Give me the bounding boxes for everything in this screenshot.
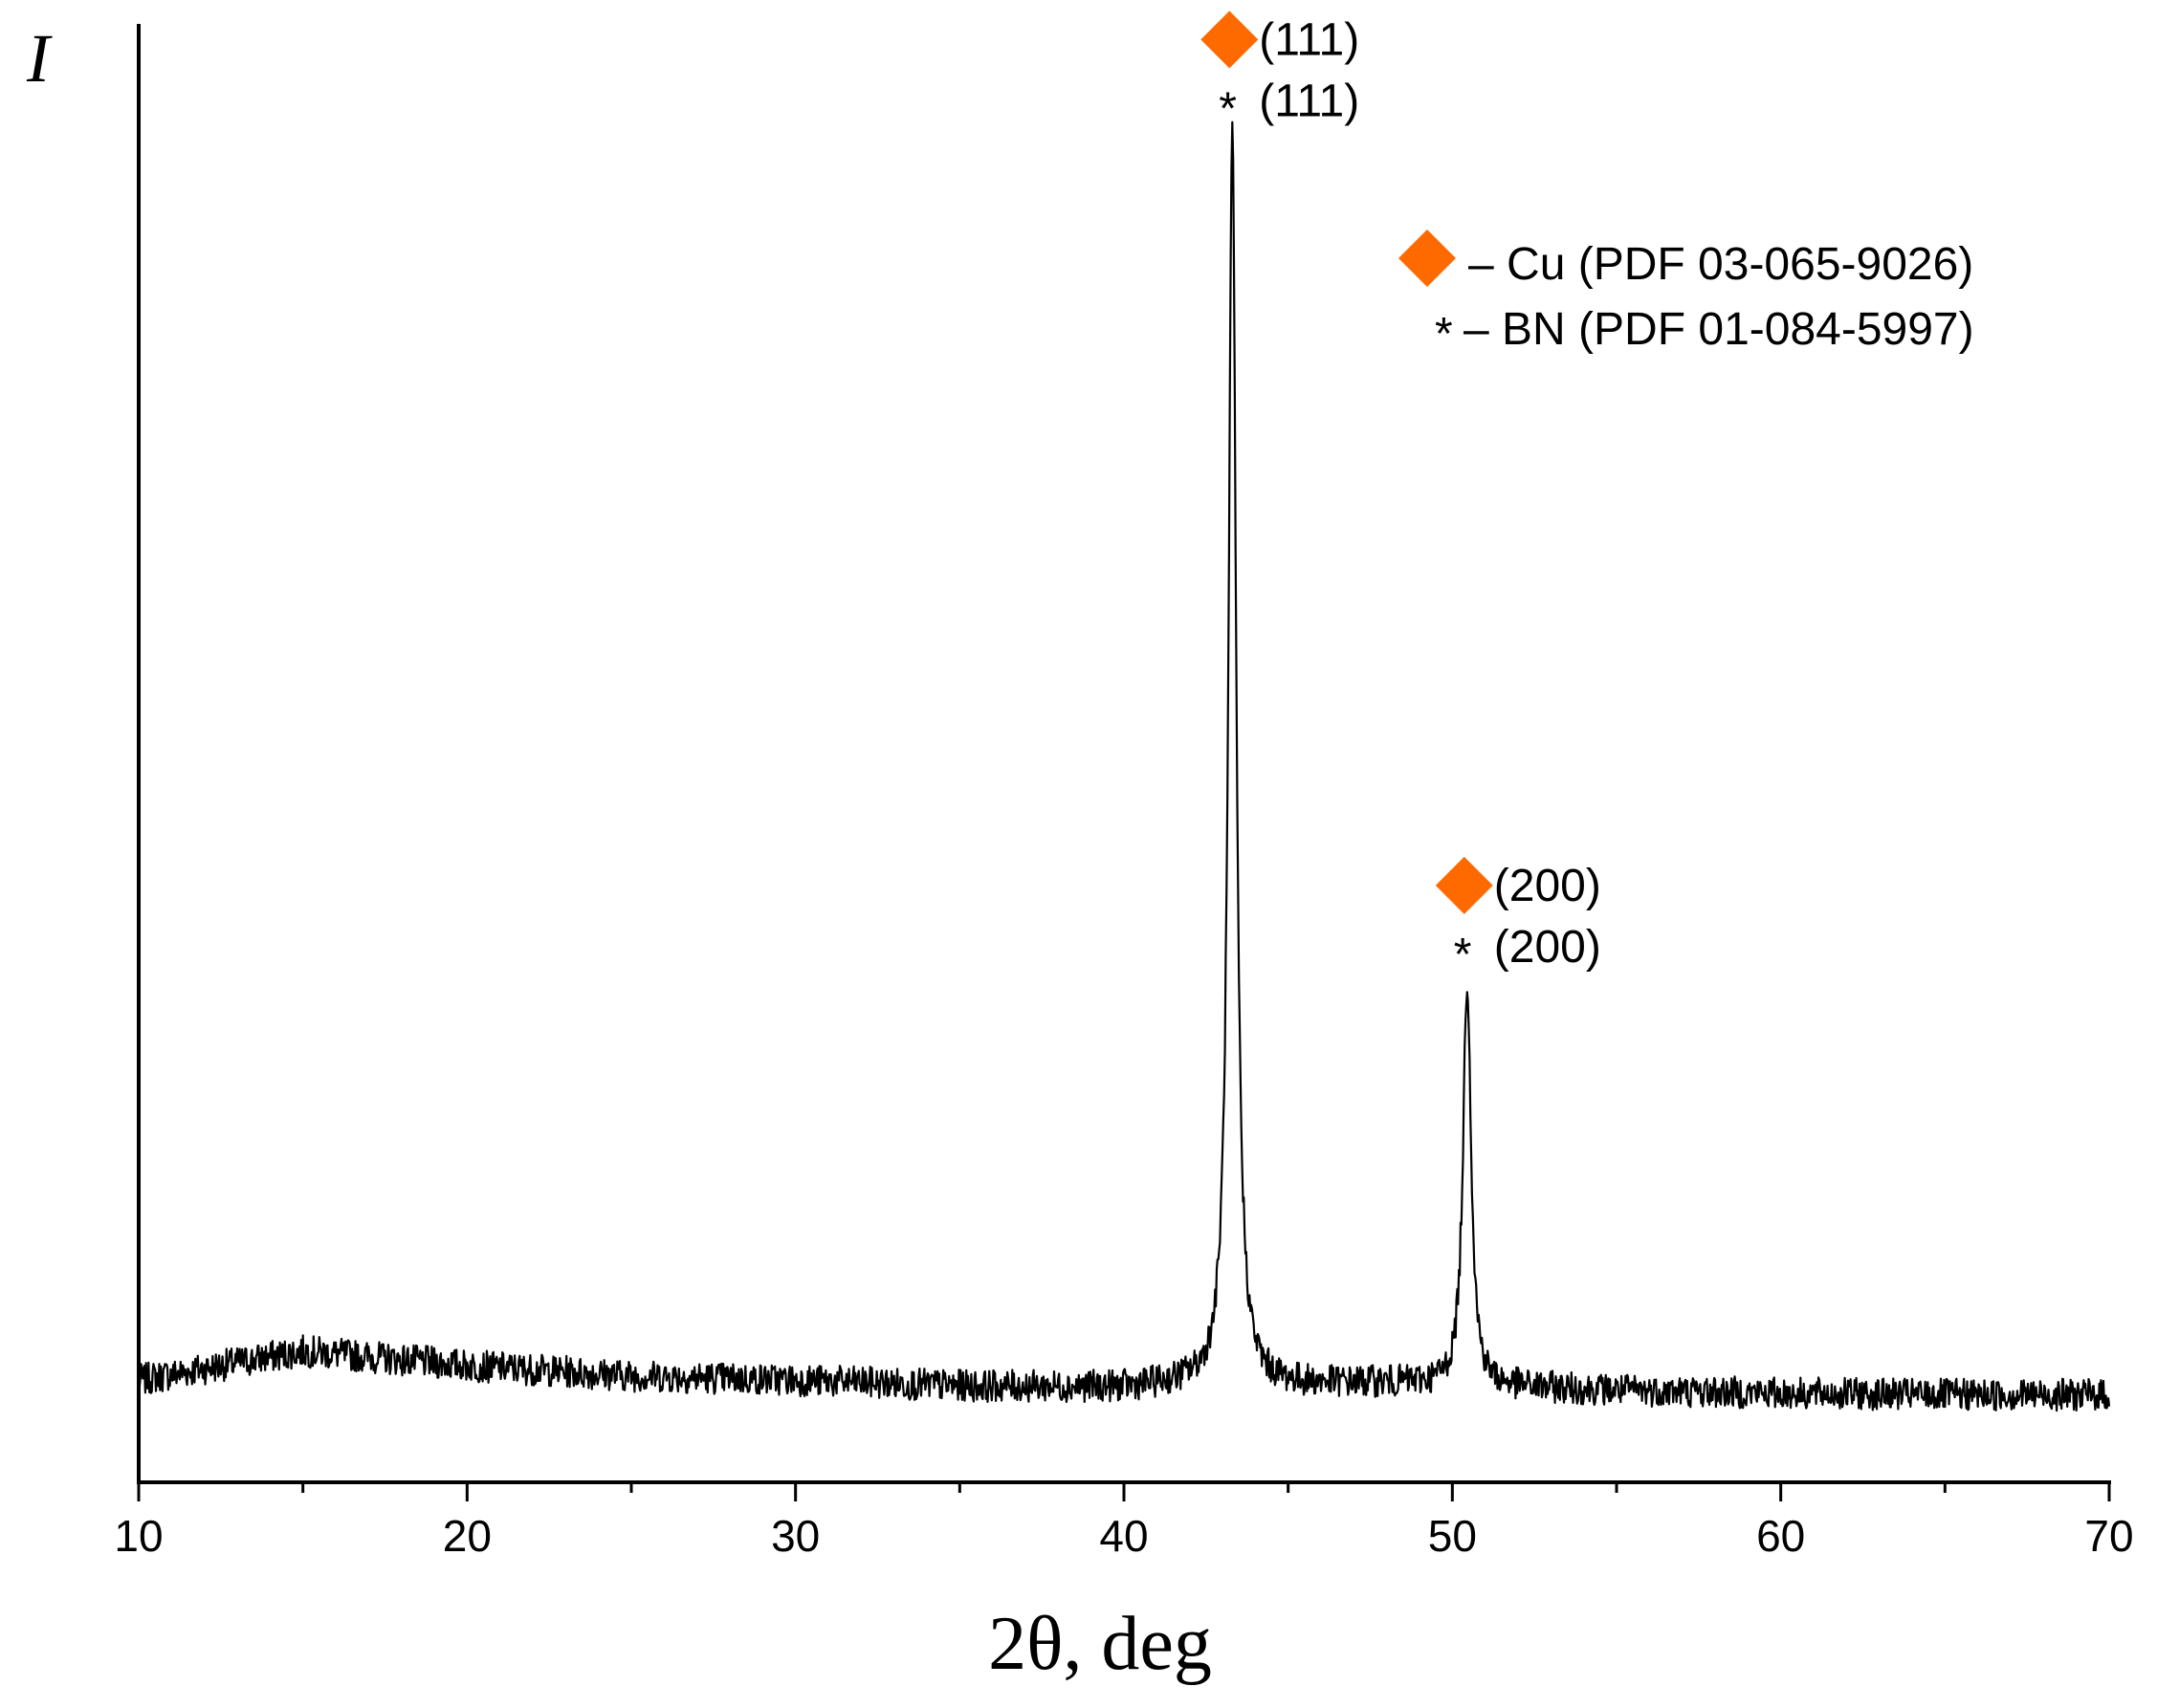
x-tick-label: 30 — [771, 1511, 820, 1561]
bn-peak-marker-star: * — [1454, 930, 1472, 980]
cu-peak-label: (200) — [1494, 861, 1601, 911]
peak-annotations: (111) * (111) (200) * (200) — [1200, 11, 1601, 980]
x-tick-label: 60 — [1756, 1511, 1805, 1561]
legend-cu-diamond — [1398, 230, 1456, 287]
x-tick-labels: 10 20 30 40 50 60 70 — [114, 1511, 2133, 1561]
bn-peak-marker-star: * — [1219, 83, 1237, 134]
bn-peak-label: (111) — [1259, 76, 1359, 126]
x-tick-label: 10 — [114, 1511, 163, 1561]
x-axis-title: 2θ, deg — [988, 1602, 1212, 1686]
cu-peak-marker-diamond — [1435, 856, 1493, 914]
legend-bn-star: * — [1435, 309, 1453, 360]
x-tick-label: 20 — [443, 1511, 492, 1561]
legend-cu-text: – Cu (PDF 03-065-9026) — [1468, 239, 1973, 290]
x-tick-label: 70 — [2084, 1511, 2133, 1561]
cu-peak-marker-diamond — [1200, 11, 1259, 69]
legend: – Cu (PDF 03-065-9026) * – BN (PDF 01-084-… — [1398, 230, 1974, 360]
x-ticks — [137, 1482, 2111, 1501]
bn-peak-label: (200) — [1494, 922, 1601, 973]
legend-bn-text: – BN (PDF 01-084-5997) — [1464, 304, 1974, 355]
y-axis-title: I — [26, 20, 53, 97]
x-tick-label: 40 — [1099, 1511, 1148, 1561]
diffraction-trace — [137, 120, 2111, 1412]
cu-peak-label: (111) — [1259, 14, 1359, 65]
x-tick-label: 50 — [1428, 1511, 1477, 1561]
